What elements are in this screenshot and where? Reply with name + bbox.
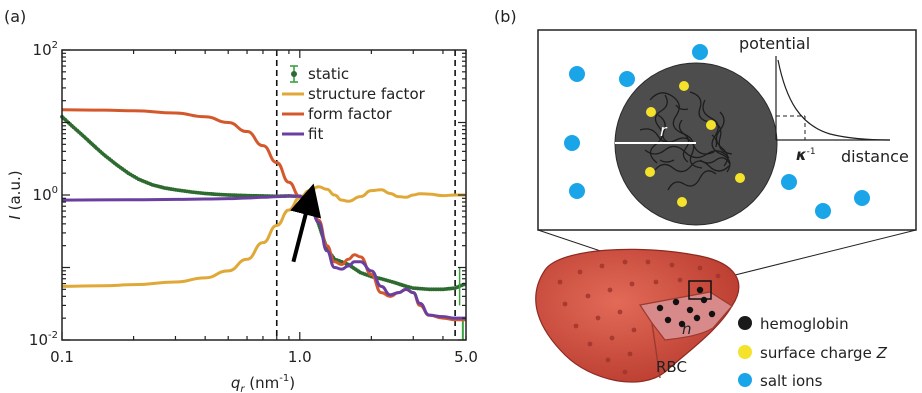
protein-structure-icon: [639, 91, 733, 191]
y-tick-label: 100: [33, 185, 58, 204]
legend-hemoglobin-label: hemoglobin: [760, 315, 849, 333]
x-tick-label: 0.1: [50, 348, 74, 366]
plot-area: [60, 50, 466, 340]
zoom-line-right: [710, 229, 917, 282]
legend-static-label: static: [308, 65, 349, 83]
zoom-selection-box: [688, 280, 712, 300]
density-label: n: [682, 320, 692, 338]
salt-ion: [781, 174, 797, 190]
panel-b-label: (b): [494, 7, 517, 26]
radius-label: r: [660, 121, 668, 140]
panel-a-label: (a): [4, 7, 26, 26]
axis-ticks: 0.1 1.0 5.0 10-2 100 102: [29, 40, 478, 366]
y-tick-label: 102: [33, 40, 58, 59]
surface-charge: [677, 197, 687, 207]
salt-ion: [564, 135, 580, 151]
salt-ion: [569, 183, 585, 199]
rbc-label: RBC: [656, 358, 687, 376]
x-axis-label: qr (nm-1): [231, 373, 295, 393]
legend-static-marker: [291, 71, 297, 77]
salt-ion: [692, 44, 708, 60]
x-tick-label: 1.0: [288, 348, 312, 366]
legend-form-factor-label: form factor: [308, 105, 393, 123]
legend-structure-factor-label: structure factor: [308, 85, 426, 103]
rbc-cell: n: [535, 248, 740, 383]
inset-x-label: distance: [841, 147, 909, 166]
y-axis-label: I (a.u.): [6, 170, 24, 219]
annotation-arrow: [290, 183, 322, 263]
rbc-cutaway: [638, 291, 733, 341]
fit-line: [61, 194, 466, 320]
hemoglobin-legend-marker: [738, 316, 752, 330]
salt-ion: [854, 190, 870, 206]
inset-y-label: potential: [739, 34, 810, 53]
charge-legend-marker: [738, 345, 752, 359]
rbc-surface-dots: [557, 259, 721, 375]
structure-factor-line: [61, 185, 466, 288]
salt-ion: [619, 71, 635, 87]
surface-charge: [735, 173, 745, 183]
salt-ion: [569, 66, 585, 82]
salt-ion: [815, 203, 831, 219]
chart-legend: static structure factor form factor fit: [282, 65, 426, 143]
surface-charge: [706, 120, 716, 130]
diagram-legend: hemoglobin surface charge Z salt ions: [738, 315, 888, 390]
potential-inset: potential distance κ-1: [739, 34, 909, 166]
x-tick-label: 5.0: [454, 348, 478, 366]
legend-fit-label: fit: [308, 125, 323, 143]
surface-charge: [645, 167, 655, 177]
legend-charge-label: surface charge Z: [760, 344, 888, 362]
hemoglobin-sphere: r: [614, 62, 778, 226]
y-tick-label: 10-2: [29, 330, 58, 349]
salt-ions: [564, 44, 870, 219]
surface-charges: [645, 81, 745, 207]
ion-legend-marker: [738, 373, 752, 387]
potential-curve: [777, 59, 891, 141]
surface-charge: [646, 107, 656, 117]
legend-ions-label: salt ions: [760, 372, 823, 390]
kappa-label: κ-1: [796, 146, 816, 164]
surface-charge: [679, 81, 689, 91]
